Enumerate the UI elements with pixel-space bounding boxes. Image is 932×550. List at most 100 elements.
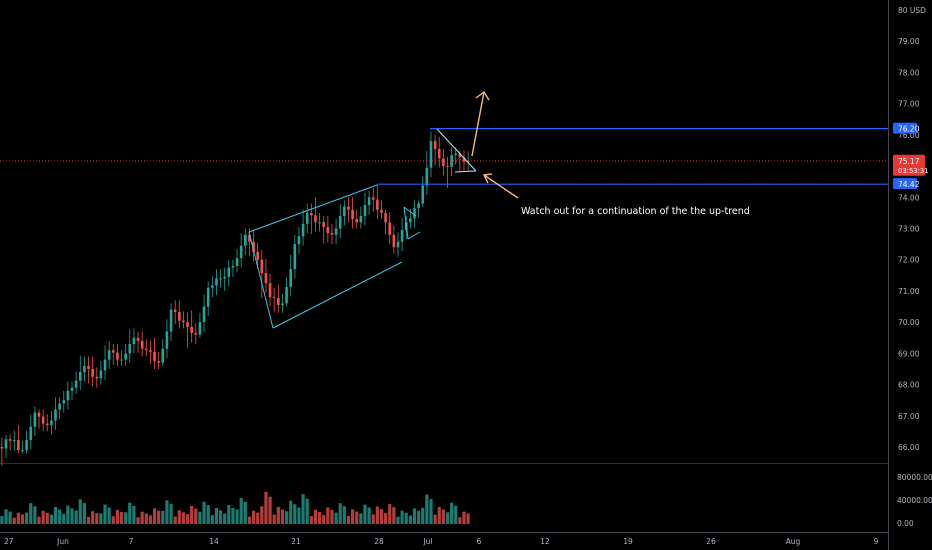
candle[interactable]: [421, 131, 433, 207]
upper-level-badge: 76.20: [893, 122, 920, 134]
volume-bar: [408, 515, 412, 524]
candle-body: [128, 343, 132, 354]
candle-body: [21, 450, 24, 452]
volume-bar: [128, 502, 132, 524]
candle-body: [8, 439, 12, 441]
callout-arrow-shaft: [483, 174, 519, 199]
time-tick-label: 7: [129, 537, 134, 546]
volume-bar: [297, 507, 301, 524]
candle-body: [120, 359, 123, 361]
volume-bar: [309, 516, 313, 524]
candle[interactable]: [248, 228, 259, 270]
callout-arrow[interactable]: [482, 173, 519, 199]
candle[interactable]: [198, 281, 210, 338]
candle[interactable]: [136, 331, 148, 357]
candle-body: [50, 420, 53, 426]
volume-bar: [454, 505, 458, 524]
candle-body: [70, 387, 74, 391]
volume-bar: [152, 508, 157, 524]
candle[interactable]: [260, 250, 272, 307]
volume-bar: [190, 506, 194, 524]
candle[interactable]: [124, 328, 136, 366]
candle-body: [91, 368, 94, 377]
breakout-arrow[interactable]: [471, 90, 490, 157]
price-tick-label: 68.00: [898, 381, 920, 390]
volume-bar: [379, 509, 384, 524]
volume-bar: [227, 505, 231, 524]
volume-bar: [165, 500, 169, 524]
volume-bar: [62, 513, 66, 524]
volume-bar: [29, 503, 33, 524]
candle[interactable]: [74, 355, 86, 394]
candle-body: [272, 297, 276, 299]
countdown-text: 03:53:31: [898, 167, 929, 175]
volume-bar: [198, 511, 202, 524]
candle[interactable]: [149, 337, 160, 369]
candle[interactable]: [186, 310, 198, 348]
candle[interactable]: [0, 434, 12, 466]
volume-bar: [425, 494, 429, 524]
candle[interactable]: [384, 209, 396, 254]
candle[interactable]: [272, 284, 284, 313]
candle[interactable]: [99, 340, 111, 385]
volume-bar: [367, 507, 371, 524]
candle[interactable]: [371, 184, 383, 220]
candle-body: [111, 350, 115, 353]
candle-body: [396, 241, 400, 248]
candle[interactable]: [223, 259, 235, 291]
candle[interactable]: [347, 197, 359, 229]
price-tick-label: 77.00: [898, 100, 920, 109]
time-axis[interactable]: 27 Jun 7 14 21 28 Jul 6 12 19 26 Aug 9: [4, 537, 879, 546]
volume-bar: [70, 508, 74, 524]
candle[interactable]: [111, 343, 123, 366]
candle[interactable]: [446, 147, 458, 188]
candle[interactable]: [322, 216, 334, 245]
volume-bar: [243, 501, 247, 524]
candle[interactable]: [359, 191, 371, 229]
candle-body: [194, 333, 198, 335]
candle-body: [318, 222, 321, 224]
candle[interactable]: [297, 203, 309, 254]
small-flag-drawing[interactable]: [403, 206, 421, 240]
candle-body: [186, 322, 189, 327]
candle-body: [165, 331, 169, 349]
candle[interactable]: [285, 234, 297, 307]
volume-bar: [20, 514, 25, 524]
candle-body: [103, 359, 107, 371]
price-panel[interactable]: [0, 0, 888, 462]
volume-bar: [251, 510, 256, 524]
candle[interactable]: [50, 397, 61, 435]
candle-body: [211, 285, 214, 288]
volume-tick-label: 0.00: [897, 519, 914, 528]
volume-bar: [157, 510, 161, 524]
volume-bar: [86, 516, 91, 524]
candle-body: [343, 206, 346, 217]
annotation-text[interactable]: Watch out for a continuation of the the …: [521, 206, 750, 217]
rising-channel-drawing[interactable]: [248, 184, 403, 329]
volume-bar: [144, 513, 148, 524]
candle[interactable]: [409, 200, 420, 229]
candle[interactable]: [87, 356, 99, 388]
candle-body: [429, 141, 433, 168]
candle[interactable]: [161, 303, 173, 366]
candle[interactable]: [235, 228, 247, 273]
candle[interactable]: [25, 406, 37, 454]
volume-bar: [441, 509, 445, 524]
volume-bar: [256, 512, 260, 524]
volume-bar: [247, 516, 252, 524]
candle[interactable]: [37, 409, 49, 432]
candle[interactable]: [211, 269, 222, 298]
candle[interactable]: [173, 300, 185, 329]
flag-upper-line: [403, 206, 417, 217]
candle-body: [58, 403, 61, 410]
pennant-drawing[interactable]: [436, 128, 477, 173]
volume-bar: [305, 498, 309, 524]
candle[interactable]: [62, 381, 74, 413]
candle-body: [454, 153, 458, 156]
candle[interactable]: [12, 425, 24, 454]
price-axis[interactable]: 79.00 78.00 77.00 76.00 74.00 73.00 72.00 71.00…: [898, 37, 920, 452]
candle[interactable]: [334, 200, 346, 245]
volume-bar: [218, 510, 223, 524]
candle-body: [227, 267, 231, 277]
